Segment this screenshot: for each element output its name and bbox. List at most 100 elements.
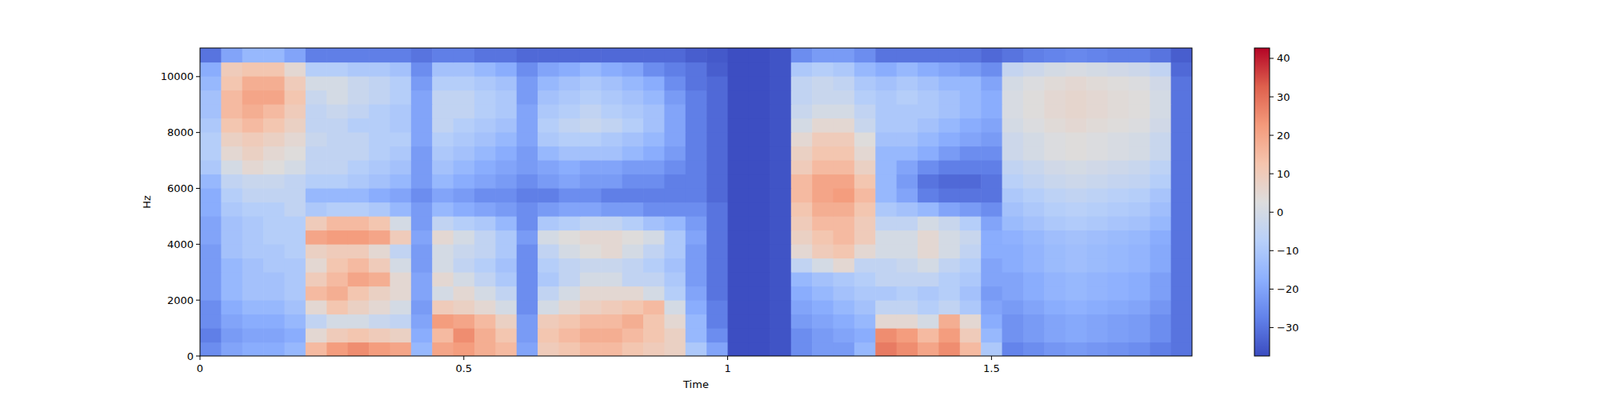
- cell: [537, 160, 560, 175]
- cell: [1023, 201, 1045, 216]
- cell: [812, 104, 834, 119]
- cell: [875, 300, 897, 315]
- cell: [348, 188, 370, 203]
- cell: [1171, 90, 1192, 105]
- cell: [453, 285, 476, 300]
- cell: [580, 342, 602, 356]
- cell: [1044, 300, 1066, 315]
- cell: [495, 300, 517, 315]
- colorbar-tick: [1269, 250, 1274, 252]
- cell: [284, 132, 307, 147]
- cell: [664, 118, 686, 133]
- cell: [917, 118, 940, 133]
- cell: [791, 285, 813, 300]
- cell: [769, 146, 792, 161]
- cell: [516, 201, 539, 216]
- cell: [1065, 48, 1088, 63]
- cell: [305, 146, 328, 161]
- cell: [242, 272, 264, 287]
- cell: [622, 300, 644, 315]
- cell: [706, 216, 728, 231]
- cell: [1002, 244, 1024, 259]
- cell: [769, 328, 792, 343]
- cell: [1023, 48, 1045, 63]
- cell: [326, 160, 348, 175]
- cell: [875, 188, 897, 203]
- cell: [917, 90, 940, 105]
- cell: [938, 104, 960, 119]
- cell: [875, 48, 897, 63]
- cell: [960, 216, 982, 231]
- cell: [474, 61, 496, 76]
- cell: [960, 230, 982, 245]
- cell: [1044, 201, 1066, 216]
- cell: [516, 342, 539, 356]
- cell: [516, 313, 539, 328]
- cell: [832, 201, 855, 216]
- cell: [220, 272, 243, 287]
- cell: [791, 104, 813, 119]
- cell: [474, 188, 496, 203]
- plot-frame: [200, 48, 1192, 356]
- cell: [1023, 76, 1045, 91]
- colorbar-tick: [1269, 288, 1274, 290]
- cell: [643, 285, 665, 300]
- cell: [896, 285, 919, 300]
- cell: [938, 313, 960, 328]
- cell: [1107, 118, 1129, 133]
- cell: [580, 160, 602, 175]
- cell: [326, 216, 348, 231]
- cell: [980, 118, 1003, 133]
- cell: [348, 257, 370, 272]
- cell: [769, 201, 792, 216]
- cell: [580, 257, 602, 272]
- cell: [389, 272, 412, 287]
- cell: [917, 272, 940, 287]
- cell: [1086, 257, 1108, 272]
- cell: [917, 188, 940, 203]
- cell: [516, 328, 539, 343]
- cell: [728, 328, 750, 343]
- cell: [854, 272, 876, 287]
- cell: [368, 90, 391, 105]
- cell: [432, 132, 454, 147]
- cell: [875, 146, 897, 161]
- cell: [263, 160, 285, 175]
- cell: [263, 118, 285, 133]
- cell: [580, 313, 602, 328]
- cell: [706, 90, 728, 105]
- cell: [432, 244, 454, 259]
- cell: [706, 230, 728, 245]
- cell: [368, 244, 391, 259]
- cell: [516, 104, 539, 119]
- cell: [917, 146, 940, 161]
- cell: [664, 188, 686, 203]
- cell: [389, 201, 412, 216]
- y-axis-label: Hz: [140, 195, 153, 209]
- cell: [748, 173, 771, 188]
- cell: [832, 285, 855, 300]
- cell: [1171, 173, 1192, 188]
- cell: [200, 300, 222, 315]
- cell: [200, 48, 222, 63]
- cell: [220, 146, 243, 161]
- cell: [938, 188, 960, 203]
- cell: [580, 216, 602, 231]
- cell: [326, 90, 348, 105]
- cell: [263, 48, 285, 63]
- cell: [1023, 328, 1045, 343]
- cell: [600, 257, 623, 272]
- cell: [474, 48, 496, 63]
- cell: [960, 328, 982, 343]
- cell: [368, 285, 391, 300]
- cell: [305, 104, 328, 119]
- cell: [200, 76, 222, 91]
- cell: [389, 285, 412, 300]
- cell: [812, 328, 834, 343]
- cell: [812, 201, 834, 216]
- cell: [748, 118, 771, 133]
- cell: [537, 216, 560, 231]
- cell: [516, 76, 539, 91]
- cell: [622, 61, 644, 76]
- cell: [284, 342, 307, 356]
